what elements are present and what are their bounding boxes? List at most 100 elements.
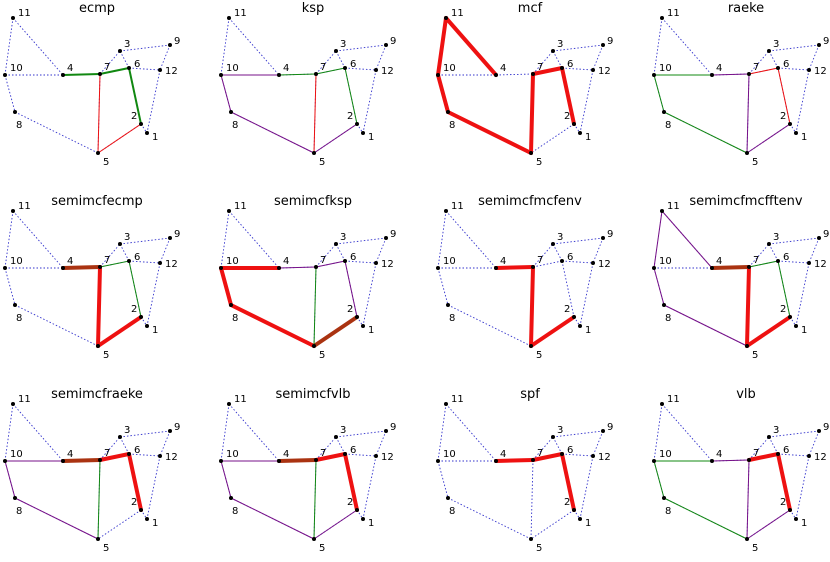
node-12 [807,68,811,72]
link-2-5 [530,509,575,540]
node-label-5: 5 [536,543,542,554]
node-label-6: 6 [567,59,573,70]
node-11 [444,402,448,406]
node-label-8: 8 [16,313,22,324]
link-9-12 [375,430,387,457]
node-label-5: 5 [319,350,325,361]
node-label-3: 3 [557,232,563,243]
node-6 [560,66,564,70]
node-3 [118,242,122,246]
node-9 [601,43,605,47]
node-label-4: 4 [500,449,506,460]
path-edge-4-7 [61,458,102,463]
node-9 [384,429,388,433]
node-2 [788,315,792,319]
path-edge-10-8 [220,74,232,113]
node-label-2: 2 [564,304,570,315]
path-edge-7-6 [747,452,780,462]
link-10-8 [437,460,449,499]
path-edge-7-6 [99,260,130,268]
node-6 [560,259,564,263]
path-edge-6-2 [127,452,143,512]
link-11-10 [4,403,14,462]
node-label-12: 12 [598,452,611,463]
node-label-5: 5 [319,543,325,554]
node-label-8: 8 [449,313,455,324]
node-label-12: 12 [165,452,178,463]
node-7 [314,265,318,269]
node-11 [227,209,231,213]
node-label-6: 6 [134,445,140,456]
panel-title: ksp [302,1,325,16]
node-4 [710,459,714,463]
link-9-12 [159,44,171,71]
link-9-12 [808,44,820,71]
link-3-9 [552,237,604,245]
node-9 [168,236,172,240]
node-3 [334,435,338,439]
link-11-10 [220,210,230,269]
path-edge-6-2 [560,66,576,126]
link-6-12 [344,260,377,264]
link-10-8 [437,267,449,306]
node-label-4: 4 [67,63,73,74]
path-edge-8-5 [663,497,748,540]
link-6-12 [561,67,594,71]
node-label-3: 3 [340,39,346,50]
link-6-3 [119,50,130,69]
node-label-11: 11 [18,201,31,212]
node-5 [745,537,749,541]
node-11 [660,209,664,213]
node-11 [660,16,664,20]
node-label-10: 10 [226,63,239,74]
node-label-1: 1 [801,325,807,336]
link-7-3 [748,243,770,268]
node-8 [662,303,666,307]
path-edge-6-2 [777,67,791,125]
node-12 [374,68,378,72]
node-10 [652,73,656,77]
node-1 [361,517,365,521]
node-3 [118,435,122,439]
node-6 [127,259,131,263]
node-label-9: 9 [174,422,180,433]
node-label-4: 4 [716,449,722,460]
path-edge-11-4 [444,16,498,77]
node-1 [578,517,582,521]
node-5 [96,151,100,155]
panel-title: semimcfraeke [51,387,143,402]
path-edge-7-6 [748,260,779,268]
link-11-4 [12,403,64,462]
node-label-1: 1 [585,518,591,529]
node-1 [578,131,582,135]
link-11-10 [220,17,230,76]
node-label-7: 7 [104,62,110,73]
node-12 [374,261,378,265]
node-3 [767,242,771,246]
link-12-1 [362,69,377,134]
node-label-11: 11 [18,8,31,19]
node-label-11: 11 [667,201,680,212]
node-label-6: 6 [134,59,140,70]
node-7 [314,72,318,76]
path-edge-10-8 [4,460,16,499]
path-edge-4-7 [494,265,535,270]
node-10 [219,266,223,270]
node-label-10: 10 [10,256,23,267]
link-9-12 [159,430,171,457]
link-6-3 [552,436,563,455]
node-9 [168,429,172,433]
node-label-1: 1 [368,325,374,336]
path-edge-6-2 [560,452,576,512]
node-8 [446,303,450,307]
link-7-3 [99,436,121,461]
panel-title: mcf [518,1,543,16]
node-label-5: 5 [319,157,325,168]
node-label-12: 12 [165,66,178,77]
node-7 [747,72,751,76]
node-label-2: 2 [347,497,353,508]
